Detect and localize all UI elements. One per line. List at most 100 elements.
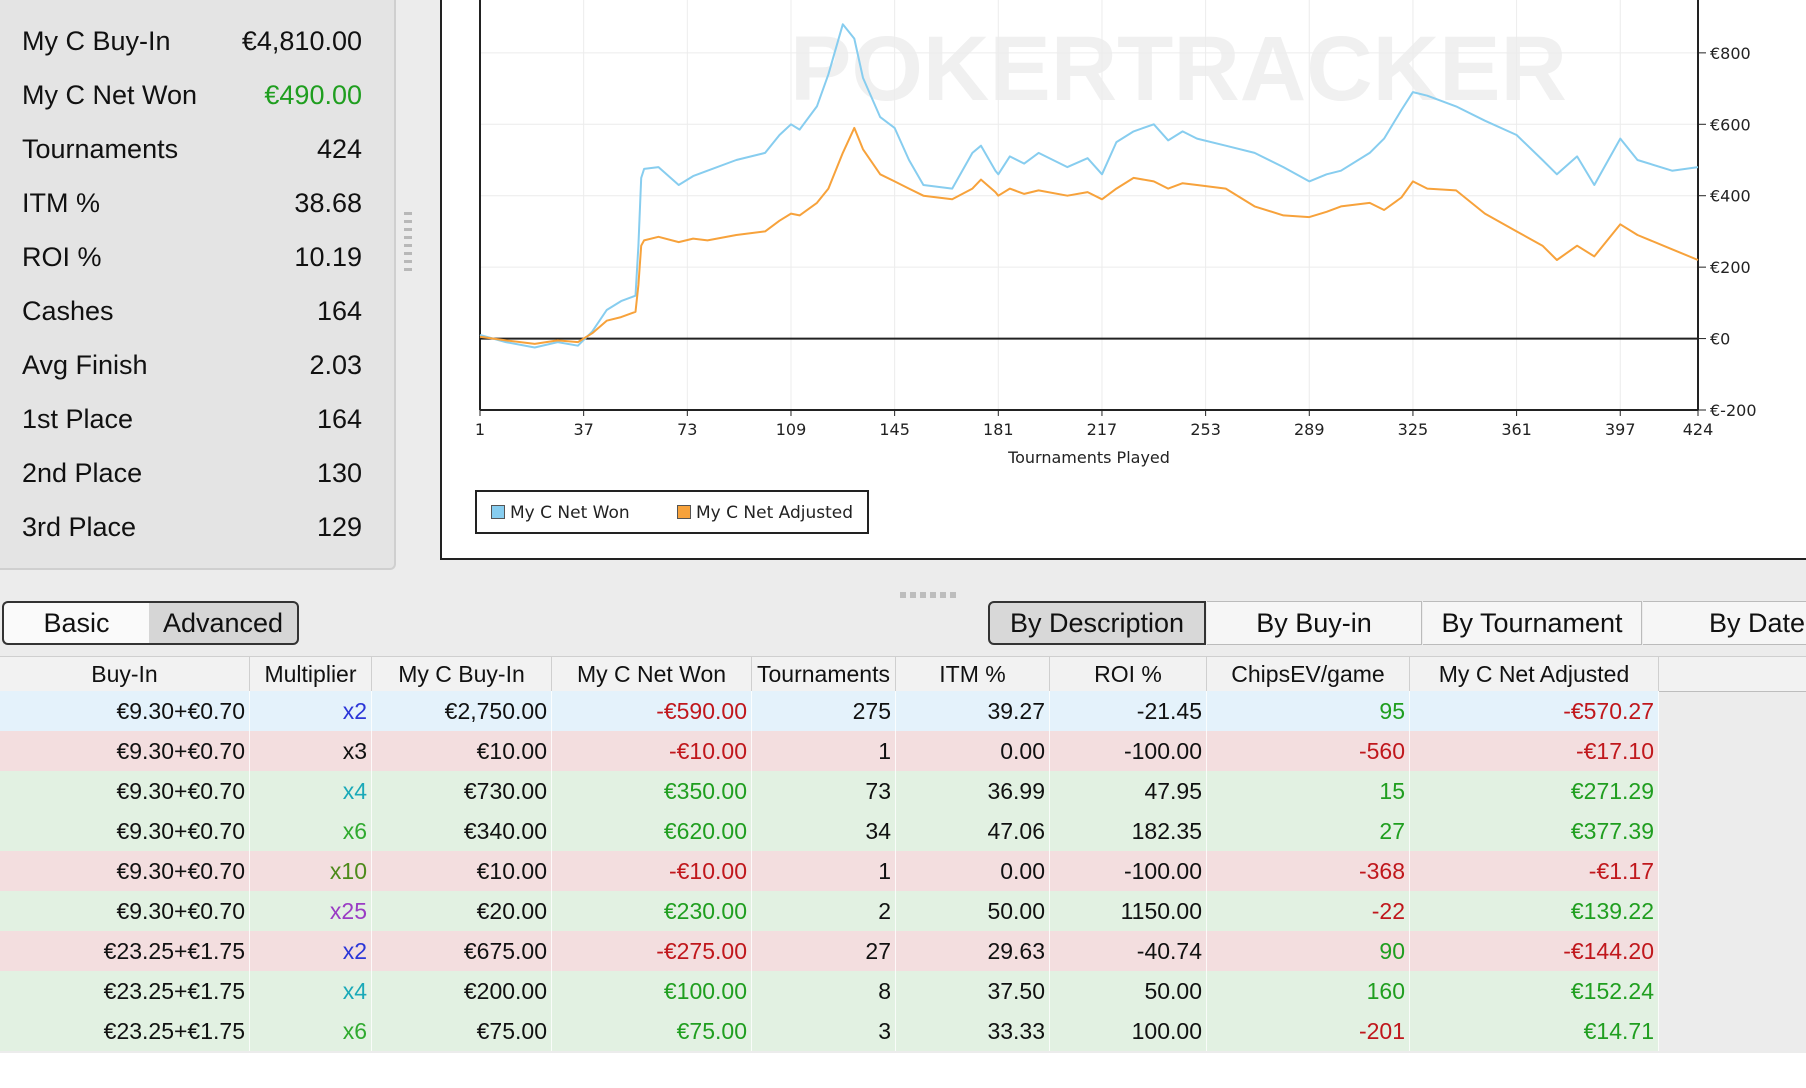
table-empty-area: [0, 1053, 1806, 1088]
table-cell: €9.30+€0.70: [0, 811, 250, 851]
table-cell: €9.30+€0.70: [0, 771, 250, 811]
stat-row: My C Buy-In €4,810.00: [22, 14, 362, 68]
table-cell: 2: [752, 891, 896, 931]
table-cell: -€1.17: [1410, 851, 1659, 891]
column-header[interactable]: Tournaments: [752, 657, 896, 691]
table-cell: €675.00: [372, 931, 552, 971]
table-cell: €230.00: [552, 891, 752, 931]
stat-label: ROI %: [22, 242, 102, 272]
stat-row: 3rd Place 129: [22, 500, 362, 554]
table-cell: €139.22: [1410, 891, 1659, 931]
column-header[interactable]: My C Net Won: [552, 657, 752, 691]
column-header[interactable]: ITM %: [896, 657, 1050, 691]
column-header[interactable]: ROI %: [1050, 657, 1207, 691]
table-cell: €2,750.00: [372, 691, 552, 731]
table-cell: x25: [250, 891, 372, 931]
y-tick-label: €400: [1710, 187, 1751, 206]
table-cell: x3: [250, 731, 372, 771]
table-cell: €350.00: [552, 771, 752, 811]
tab-basic[interactable]: Basic: [2, 601, 150, 645]
stat-row: 2nd Place 130: [22, 446, 362, 500]
column-header[interactable]: Multiplier: [250, 657, 372, 691]
table-cell: 182.35: [1050, 811, 1207, 851]
table-cell: €10.00: [372, 851, 552, 891]
table-cell: €9.30+€0.70: [0, 691, 250, 731]
horizontal-splitter-handle[interactable]: [900, 592, 960, 598]
vertical-splitter-handle[interactable]: [404, 212, 412, 272]
stat-label: 3rd Place: [22, 512, 137, 542]
table-cell: €271.29: [1410, 771, 1659, 811]
tab-by-buyin[interactable]: By Buy-in: [1207, 601, 1422, 645]
stat-row: My C Net Won €490.00: [22, 68, 362, 122]
table-cell: -22: [1207, 891, 1410, 931]
table-cell: €75.00: [372, 1011, 552, 1051]
table-cell: 15: [1207, 771, 1410, 811]
table-row[interactable]: €9.30+€0.70 x25 €20.00 €230.00 2 50.00 1150.00…: [0, 891, 1659, 931]
table-row[interactable]: €9.30+€0.70 x6 €340.00 €620.00 34 47.06 182.35…: [0, 811, 1659, 851]
stat-value: 10.19: [294, 242, 362, 272]
table-cell: 90: [1207, 931, 1410, 971]
table-row[interactable]: €9.30+€0.70 x2 €2,750.00 -€590.00 275 39.27 -2…: [0, 691, 1659, 731]
table-cell: €9.30+€0.70: [0, 731, 250, 771]
table-cell: -€10.00: [552, 851, 752, 891]
profit-graph-canvas: POKERTRACKER 1 37 73 109 145 181 217 253 289 325 36…: [475, 0, 1757, 467]
stat-value: 2.03: [309, 350, 362, 380]
tab-by-description[interactable]: By Description: [988, 601, 1206, 645]
tab-by-date[interactable]: By Date: [1643, 601, 1806, 645]
table-cell: 1150.00: [1050, 891, 1207, 931]
table-cell: -€17.10: [1410, 731, 1659, 771]
column-header[interactable]: My C Net Adjusted: [1410, 657, 1659, 691]
x-tick-label: 37: [573, 420, 593, 439]
column-header[interactable]: ChipsEV/game: [1207, 657, 1410, 691]
x-tick-label: 289: [1294, 420, 1325, 439]
table-cell: 29.63: [896, 931, 1050, 971]
table-cell: €23.25+€1.75: [0, 1011, 250, 1051]
table-cell: €340.00: [372, 811, 552, 851]
stat-row: Avg Finish 2.03: [22, 338, 362, 392]
table-row[interactable]: €9.30+€0.70 x4 €730.00 €350.00 73 36.99 47.95 1…: [0, 771, 1659, 811]
column-header[interactable]: Buy-In: [0, 657, 250, 691]
table-cell: -368: [1207, 851, 1410, 891]
table-cell: x4: [250, 971, 372, 1011]
table-cell: 0.00: [896, 851, 1050, 891]
table-cell: 47.95: [1050, 771, 1207, 811]
table-cell: €23.25+€1.75: [0, 931, 250, 971]
legend-item-net-adjusted: My C Net Adjusted: [677, 502, 853, 524]
table-cell: 0.00: [896, 731, 1050, 771]
table-row[interactable]: €23.25+€1.75 x2 €675.00 -€275.00 27 29.63 -40.…: [0, 931, 1659, 971]
table-cell: €75.00: [552, 1011, 752, 1051]
table-row[interactable]: €9.30+€0.70 x3 €10.00 -€10.00 1 0.00 -100.00 -5…: [0, 731, 1659, 771]
table-cell: x10: [250, 851, 372, 891]
table-row[interactable]: €23.25+€1.75 x4 €200.00 €100.00 8 37.50 50.00 1…: [0, 971, 1659, 1011]
x-tick-label: 217: [1087, 420, 1118, 439]
table-cell: €14.71: [1410, 1011, 1659, 1051]
y-tick-label: €0: [1710, 330, 1730, 349]
stat-label: 2nd Place: [22, 458, 143, 488]
table-cell: -€144.20: [1410, 931, 1659, 971]
column-header[interactable]: My C Buy-In: [372, 657, 552, 691]
table-cell: x6: [250, 811, 372, 851]
table-cell: -40.74: [1050, 931, 1207, 971]
table-cell: €730.00: [372, 771, 552, 811]
stat-label: Avg Finish: [22, 350, 148, 380]
table-cell: 47.06: [896, 811, 1050, 851]
chart-legend: My C Net Won My C Net Adjusted: [475, 490, 869, 534]
table-cell: x6: [250, 1011, 372, 1051]
table-row[interactable]: €23.25+€1.75 x6 €75.00 €75.00 3 33.33 100.00 -2…: [0, 1011, 1659, 1051]
stat-value: €490.00: [264, 80, 362, 110]
x-tick-label: 73: [677, 420, 697, 439]
tab-by-tournament[interactable]: By Tournament: [1423, 601, 1642, 645]
stat-value: 130: [316, 458, 362, 488]
x-tick-label: 145: [879, 420, 910, 439]
table-cell: 100.00: [1050, 1011, 1207, 1051]
table-row[interactable]: €9.30+€0.70 x10 €10.00 -€10.00 1 0.00 -100.00-…: [0, 851, 1659, 891]
stat-value: 129: [316, 512, 362, 542]
stat-label: ITM %: [22, 188, 100, 218]
table-cell: €200.00: [372, 971, 552, 1011]
series-line-net-won: [479, 23, 1699, 349]
stats-panel: My C Buy-In €4,810.00 My C Net Won €490.00 T…: [0, 0, 396, 570]
legend-item-net-won: My C Net Won: [491, 502, 630, 524]
tab-advanced[interactable]: Advanced: [149, 601, 299, 645]
x-tick-label: 397: [1605, 420, 1636, 439]
table-cell: 1: [752, 731, 896, 771]
